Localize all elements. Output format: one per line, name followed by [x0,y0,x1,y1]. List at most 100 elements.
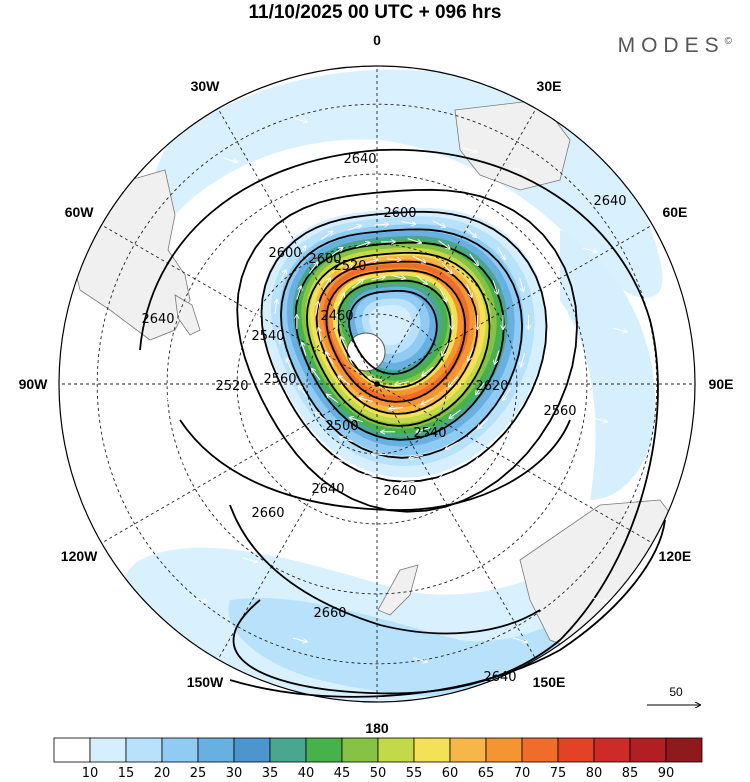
wind-arrow [275,300,277,314]
wind-arrow [264,253,272,266]
contour-label: 2600 [383,206,416,221]
wind-arrow [330,248,342,257]
wind-arrow [255,283,259,297]
contour-label: 2660 [251,506,284,521]
colorbar-tick-label: 40 [298,766,315,781]
wind-arrow [222,157,237,162]
wind-arrow [519,277,524,291]
wind-arrow [299,386,308,397]
wind-arrow [401,221,416,225]
contour-label-text: 2560 [263,372,296,387]
wind-arrow [362,475,377,477]
height-contour-line [139,148,659,695]
longitude-label: 90E [709,376,734,392]
longitude-labels: 0 30E 60E 90E 120E 150E 180 150W 120W 90W 60W 30W [19,32,734,736]
height-contour-line [325,269,467,403]
contour-label: 2640 [343,152,376,167]
colorbar-swatch [125,737,163,763]
wind-vectors [162,117,627,662]
height-contour-line [280,228,524,459]
latitude-circle [96,103,658,665]
wind-arrow [442,342,449,356]
wind-arrow [311,215,323,224]
colorbar-swatch [89,737,127,763]
contour-label-text: 2600 [383,206,416,221]
wind-arrow [462,147,477,152]
contour-label: 2540 [251,329,284,344]
longitude-label: 120E [659,548,692,564]
contour-label-text: 2660 [313,606,346,621]
wind-arrow [409,454,423,458]
height-contour-line [229,519,666,698]
meridian-line [101,383,378,544]
meridian-line [101,224,378,385]
wind-arrow [401,481,415,483]
wind-arrow [512,637,527,642]
contour-label-text: 2640 [593,194,626,209]
wind-arrow [350,358,362,368]
wind-arrow [524,241,532,254]
wind-arrow [512,167,527,172]
wind-arrow [421,397,434,404]
meridian-line [376,383,653,544]
longitude-label: 30E [537,78,562,94]
land-antarctic-peninsula [174,294,201,336]
wind-arrow [503,387,511,400]
wind-arrow [172,457,187,462]
contour-label-text: 2520 [333,259,366,274]
height-contour-line [260,210,548,483]
colorbar-tick-label: 55 [406,766,423,781]
contour-label-text: 2540 [251,329,284,344]
contour-label-text: 2520 [215,379,248,394]
map-title: 11/10/2025 00 UTC + 096 hrs [248,2,502,23]
wind-arrow [449,376,459,386]
contour-label-text: 2640 [383,484,416,499]
colorbar-tick-label: 75 [550,766,567,781]
contour-label: 2600 [268,246,301,261]
colorbar-tick-label: 60 [442,766,459,781]
brand-logo: MODES© [618,34,732,58]
colorbar-tick-label: 70 [514,766,531,781]
wind-arrow [242,557,257,562]
longitude-label: 180 [365,720,389,736]
contour-label: 2500 [325,419,358,434]
wind-arrow [441,262,451,273]
colorbar-tick-label: 35 [262,766,279,781]
wind-arrow [350,418,364,423]
wind-arrow [545,275,549,290]
wind-arrow [466,283,472,297]
height-contour-line [229,504,541,635]
wind-arrow [356,243,369,248]
wind-arrow [363,260,378,264]
wind-arrow [162,397,177,402]
contour-label: 2660 [313,606,346,621]
wind-arrow [425,201,439,207]
wind-arrow [582,247,597,252]
contour-label-text: 2600 [308,252,341,267]
wind-arrow [326,352,334,365]
contour-label: 2460 [320,309,353,324]
wind-arrow [497,246,505,259]
contour-label: 2620 [475,379,508,394]
colorbar-tick-label: 85 [622,766,639,781]
colorbar-tick-label: 45 [334,766,351,781]
wind-arrow [592,597,607,602]
wind-reference-key: 50 [647,685,700,705]
wind-arrow [415,275,427,284]
colorbar-tick-label: 10 [82,766,99,781]
wind-arrow [512,517,527,522]
longitude-label: 0 [373,32,381,48]
wind-arrow [368,377,382,381]
land-new-zealand [377,564,419,616]
wind-arrow [340,437,354,443]
height-contours [139,148,666,698]
wind-arrow [292,637,307,642]
wind-arrow [316,302,319,316]
wind-arrow [286,403,296,415]
wind-arrow [318,328,321,342]
height-contour-line [236,188,578,513]
colorbar-swatch [197,737,235,763]
wind-arrow [315,413,328,422]
meridian-line [217,108,378,385]
graticule [59,66,695,702]
